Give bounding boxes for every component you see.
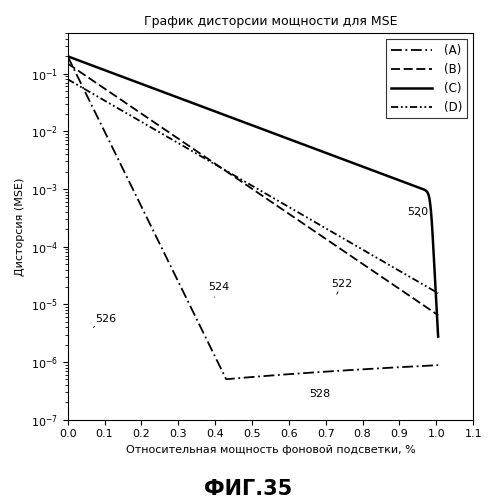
Text: ФИГ.35: ФИГ.35 [204, 479, 293, 499]
Y-axis label: Дисторсия (MSE): Дисторсия (MSE) [15, 178, 25, 276]
Text: 520: 520 [407, 208, 428, 218]
Legend: (A), (B), (C), (D): (A), (B), (C), (D) [386, 39, 467, 118]
Text: 528: 528 [309, 389, 331, 399]
Text: 524: 524 [208, 282, 229, 297]
Text: 526: 526 [93, 314, 116, 328]
X-axis label: Относительная мощность фоновой подсветки, %: Относительная мощность фоновой подсветки… [126, 445, 415, 455]
Text: 522: 522 [331, 279, 352, 294]
Title: График дисторсии мощности для MSE: График дисторсии мощности для MSE [144, 15, 397, 28]
